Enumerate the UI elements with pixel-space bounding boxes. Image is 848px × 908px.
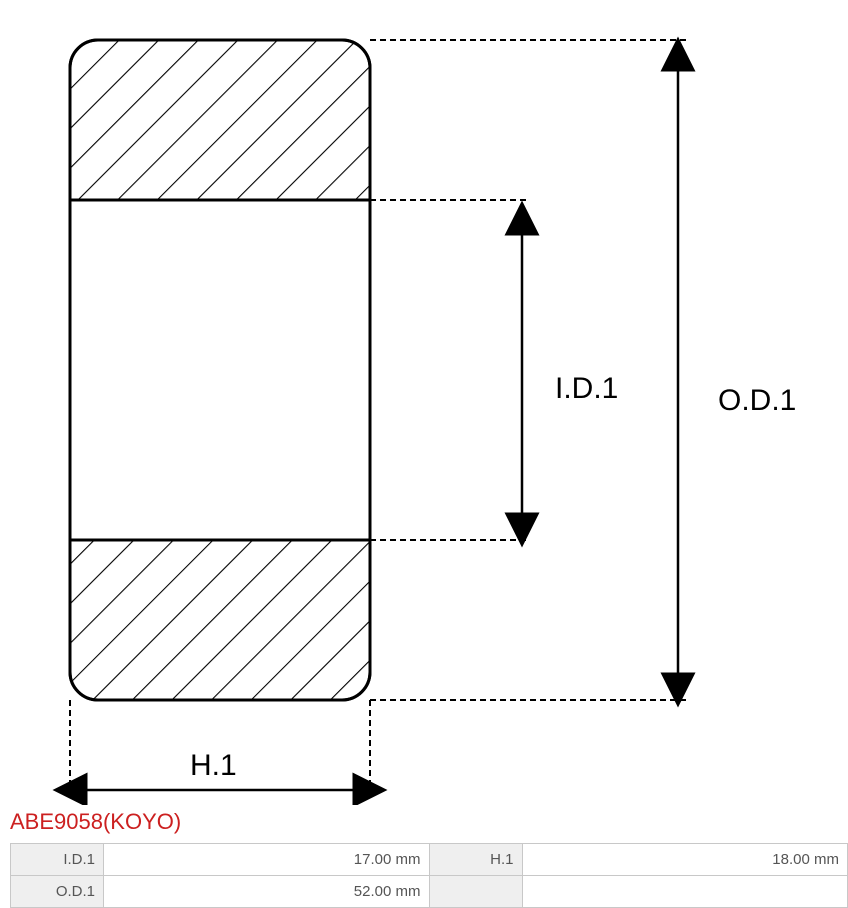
table-row: I.D.1 17.00 mm H.1 18.00 mm [11,844,848,876]
svg-text:I.D.1: I.D.1 [555,372,618,405]
cell-label: O.D.1 [11,876,104,908]
cell-label: I.D.1 [11,844,104,876]
bearing-cross-section-diagram: I.D.1 O.D.1 H.1 [0,0,848,805]
cell-label: H.1 [429,844,522,876]
spec-table: I.D.1 17.00 mm H.1 18.00 mm O.D.1 52.00 … [10,843,848,908]
cell-value [522,876,848,908]
svg-text:O.D.1: O.D.1 [718,384,796,417]
part-number-title: ABE9058(KOYO) [10,809,848,835]
cell-value: 17.00 mm [104,844,430,876]
diagram-svg: I.D.1 O.D.1 H.1 [0,0,848,805]
cell-value: 52.00 mm [104,876,430,908]
cell-value: 18.00 mm [522,844,848,876]
table-row: O.D.1 52.00 mm [11,876,848,908]
cell-label [429,876,522,908]
svg-text:H.1: H.1 [190,749,237,782]
